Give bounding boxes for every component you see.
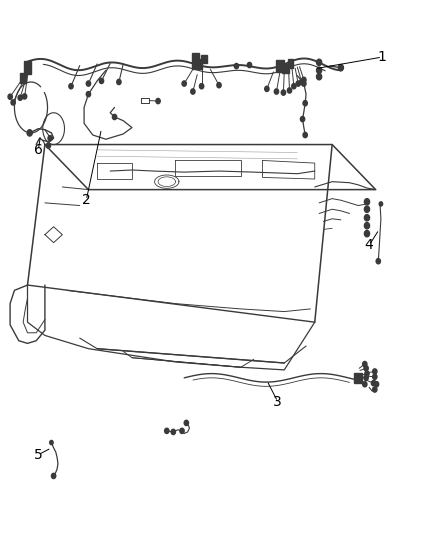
Polygon shape — [8, 94, 12, 99]
Polygon shape — [113, 115, 117, 119]
Polygon shape — [86, 92, 91, 97]
Polygon shape — [296, 81, 300, 86]
Text: 1: 1 — [378, 50, 387, 64]
Polygon shape — [363, 361, 367, 367]
Bar — [192, 59, 202, 69]
Polygon shape — [27, 130, 32, 136]
Polygon shape — [274, 89, 279, 94]
Polygon shape — [52, 473, 56, 479]
Polygon shape — [364, 230, 370, 237]
Polygon shape — [364, 375, 368, 381]
Polygon shape — [247, 62, 252, 68]
Polygon shape — [171, 429, 176, 434]
Polygon shape — [302, 81, 306, 86]
Polygon shape — [117, 79, 121, 85]
Text: 2: 2 — [82, 193, 91, 207]
Polygon shape — [48, 135, 52, 141]
Polygon shape — [338, 64, 343, 71]
Text: 5: 5 — [34, 448, 43, 462]
Bar — [20, 74, 26, 83]
Bar — [201, 55, 207, 63]
Polygon shape — [180, 428, 184, 433]
Polygon shape — [302, 77, 306, 83]
Polygon shape — [86, 81, 91, 86]
Polygon shape — [364, 366, 368, 371]
Polygon shape — [191, 89, 195, 94]
Polygon shape — [374, 382, 379, 387]
Polygon shape — [300, 116, 305, 122]
Bar — [282, 64, 289, 74]
Polygon shape — [50, 440, 53, 445]
Polygon shape — [303, 132, 307, 138]
Bar — [354, 373, 362, 383]
Polygon shape — [18, 95, 22, 100]
Polygon shape — [156, 99, 160, 104]
Polygon shape — [69, 84, 73, 89]
Bar — [191, 53, 198, 59]
Polygon shape — [363, 382, 367, 387]
Polygon shape — [287, 88, 292, 93]
Polygon shape — [182, 81, 186, 86]
Polygon shape — [364, 206, 370, 213]
Polygon shape — [234, 63, 239, 69]
Polygon shape — [11, 100, 15, 105]
Polygon shape — [46, 143, 50, 148]
Polygon shape — [165, 428, 169, 433]
Polygon shape — [281, 90, 286, 95]
Polygon shape — [292, 84, 296, 89]
Polygon shape — [373, 374, 377, 379]
Polygon shape — [99, 78, 104, 84]
Polygon shape — [217, 83, 221, 88]
Text: 6: 6 — [34, 143, 43, 157]
Bar — [276, 60, 284, 72]
Polygon shape — [371, 381, 376, 386]
Bar — [24, 61, 32, 74]
Polygon shape — [376, 259, 381, 264]
Polygon shape — [365, 371, 369, 376]
Polygon shape — [22, 94, 27, 99]
Bar — [288, 59, 293, 68]
Polygon shape — [364, 215, 370, 221]
Polygon shape — [199, 84, 204, 89]
Polygon shape — [265, 86, 269, 92]
Polygon shape — [379, 202, 383, 206]
Polygon shape — [303, 101, 307, 106]
Polygon shape — [300, 79, 304, 85]
Polygon shape — [317, 74, 322, 80]
Polygon shape — [184, 421, 188, 425]
Text: 4: 4 — [365, 238, 374, 252]
Polygon shape — [317, 59, 322, 66]
Text: 3: 3 — [273, 395, 282, 409]
Polygon shape — [364, 222, 370, 229]
Polygon shape — [373, 387, 377, 392]
Polygon shape — [317, 67, 322, 74]
Polygon shape — [373, 369, 377, 374]
Polygon shape — [364, 199, 370, 205]
